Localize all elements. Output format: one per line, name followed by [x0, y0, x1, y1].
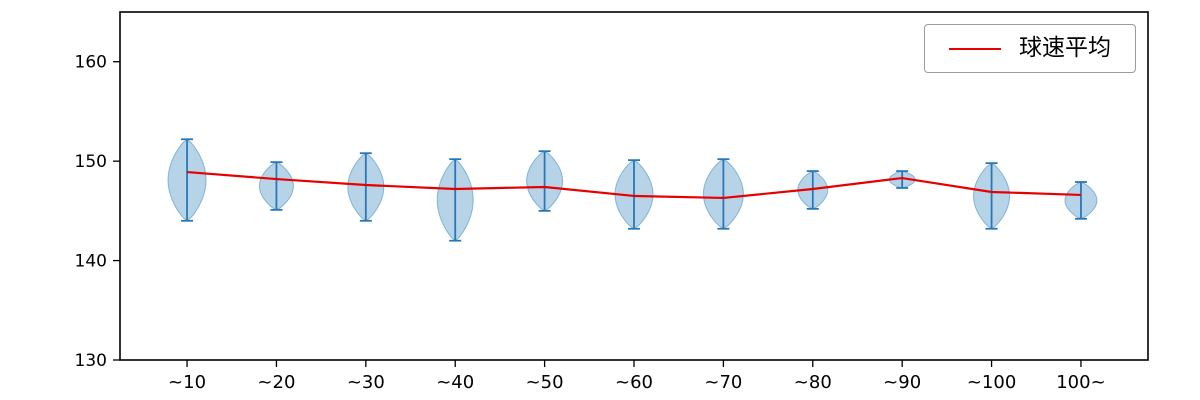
x-tick-label: ~90 — [883, 372, 921, 393]
x-tick-label: ~70 — [704, 372, 742, 393]
x-tick-label: ~30 — [347, 372, 385, 393]
y-tick-label: 160 — [75, 53, 107, 73]
x-tick-label: ~60 — [615, 372, 653, 393]
legend: 球速平均 — [924, 24, 1136, 73]
legend-label: 球速平均 — [1019, 35, 1111, 61]
mean-line — [186, 170, 1081, 200]
x-tick-label: ~80 — [794, 372, 832, 393]
plot-border — [119, 11, 1149, 361]
x-tick-label: ~40 — [436, 372, 474, 393]
x-tick-label: ~10 — [168, 372, 206, 393]
x-tick-label: ~100 — [967, 372, 1016, 393]
legend-line-icon — [949, 47, 1001, 50]
y-tick-label: 130 — [75, 351, 107, 371]
x-tick-label: 100~ — [1056, 372, 1105, 393]
x-tick-label: ~50 — [526, 372, 564, 393]
y-tick-label: 140 — [75, 252, 107, 272]
x-tick-label: ~20 — [257, 372, 295, 393]
y-tick-label: 150 — [75, 152, 107, 172]
